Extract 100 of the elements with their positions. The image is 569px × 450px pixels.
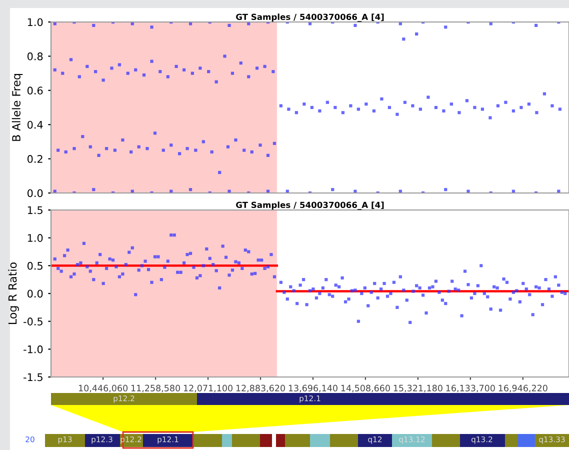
point bbox=[78, 75, 81, 78]
point bbox=[230, 72, 234, 75]
point bbox=[69, 58, 73, 62]
y-tick-label: 1.5 bbox=[28, 206, 42, 214]
point bbox=[440, 298, 444, 302]
point bbox=[476, 284, 480, 288]
point bbox=[130, 246, 134, 250]
point bbox=[296, 302, 299, 306]
point bbox=[354, 190, 357, 193]
point bbox=[121, 138, 124, 142]
point bbox=[411, 104, 414, 108]
point bbox=[442, 109, 446, 112]
point bbox=[63, 254, 66, 258]
point bbox=[498, 308, 502, 312]
point bbox=[195, 276, 199, 280]
x-tick-label: 11,258,580 bbox=[131, 384, 180, 392]
point bbox=[338, 285, 341, 288]
point bbox=[424, 311, 428, 315]
point bbox=[144, 260, 147, 263]
point bbox=[210, 150, 214, 154]
point bbox=[508, 298, 512, 301]
point bbox=[82, 242, 86, 245]
point bbox=[150, 60, 154, 63]
point bbox=[218, 170, 222, 174]
point bbox=[544, 278, 548, 282]
point bbox=[527, 102, 531, 106]
point bbox=[137, 145, 140, 148]
point bbox=[363, 286, 366, 290]
point bbox=[496, 104, 500, 108]
point bbox=[298, 284, 302, 287]
point bbox=[202, 140, 205, 144]
point bbox=[398, 22, 402, 26]
point bbox=[266, 154, 270, 157]
point bbox=[92, 188, 96, 192]
point bbox=[69, 275, 73, 278]
point bbox=[190, 72, 194, 75]
point bbox=[282, 290, 286, 294]
point bbox=[444, 188, 448, 192]
point bbox=[86, 64, 89, 68]
y-tick-label: 0.4 bbox=[27, 120, 43, 129]
point bbox=[447, 290, 450, 293]
point bbox=[380, 97, 384, 101]
point bbox=[113, 148, 116, 152]
point bbox=[550, 294, 554, 298]
point bbox=[480, 108, 484, 111]
point bbox=[192, 266, 196, 269]
point bbox=[130, 150, 133, 154]
point bbox=[146, 268, 150, 272]
point bbox=[170, 190, 173, 193]
point bbox=[140, 264, 144, 268]
point bbox=[130, 190, 134, 193]
point bbox=[412, 290, 415, 293]
point bbox=[318, 109, 322, 112]
point bbox=[421, 294, 425, 297]
point bbox=[489, 22, 492, 26]
point bbox=[114, 265, 118, 268]
y-tick-label: 0.5 bbox=[27, 262, 42, 270]
point bbox=[186, 146, 189, 150]
point bbox=[234, 260, 238, 264]
point bbox=[463, 270, 467, 273]
point bbox=[312, 287, 315, 291]
point bbox=[263, 64, 266, 68]
point bbox=[450, 102, 453, 106]
point bbox=[118, 63, 122, 66]
point bbox=[182, 261, 186, 264]
point bbox=[81, 135, 84, 138]
point bbox=[228, 274, 231, 277]
point bbox=[331, 294, 334, 298]
point bbox=[302, 102, 306, 106]
point bbox=[128, 250, 131, 254]
point bbox=[270, 252, 273, 256]
point bbox=[372, 109, 376, 112]
point bbox=[239, 61, 242, 65]
point bbox=[389, 292, 392, 296]
point bbox=[172, 233, 176, 237]
point bbox=[166, 260, 170, 263]
point bbox=[286, 190, 289, 193]
point bbox=[321, 286, 324, 290]
point bbox=[418, 286, 422, 290]
point bbox=[250, 272, 254, 276]
point bbox=[473, 106, 476, 110]
point bbox=[79, 261, 82, 264]
point bbox=[418, 108, 422, 111]
point bbox=[208, 256, 212, 260]
point bbox=[396, 112, 399, 116]
point bbox=[340, 276, 344, 280]
point bbox=[415, 32, 418, 36]
point bbox=[179, 270, 182, 274]
point bbox=[388, 106, 391, 110]
point bbox=[258, 144, 262, 147]
point bbox=[102, 282, 105, 286]
point bbox=[392, 280, 396, 284]
point bbox=[382, 282, 386, 286]
y-tick-label: 0.2 bbox=[27, 155, 42, 163]
point bbox=[228, 190, 231, 193]
point bbox=[520, 106, 523, 110]
point bbox=[124, 263, 128, 266]
point bbox=[72, 272, 76, 276]
point bbox=[428, 286, 432, 290]
point bbox=[402, 38, 406, 41]
